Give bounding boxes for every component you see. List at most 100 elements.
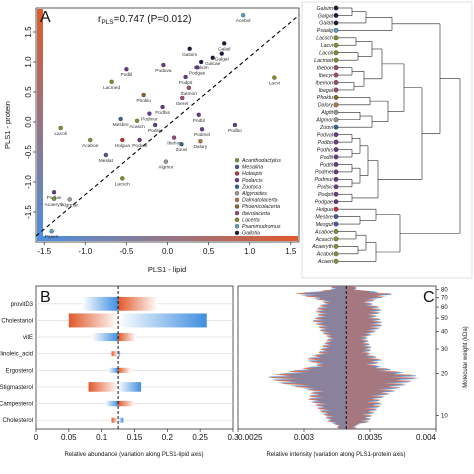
tree-tip-node xyxy=(333,109,339,115)
y-tick-label: 70 xyxy=(441,296,448,302)
tree-tip-node xyxy=(333,117,339,123)
scatter-point xyxy=(120,137,125,143)
tree-tip-label: Lacmed xyxy=(314,58,334,64)
point-label: Meslat xyxy=(99,158,114,164)
point-label: Algmor xyxy=(158,165,174,171)
tree-tip-label: Lacvi xyxy=(321,43,334,49)
y-tick-label: 80 xyxy=(441,288,448,294)
tree-tip-label: Acaboe xyxy=(314,229,333,235)
scatter-point xyxy=(171,135,177,140)
point-label: Lacmed xyxy=(103,85,120,91)
category-label: Cholesterol xyxy=(3,418,33,424)
tree-tip-label: Algmor xyxy=(315,118,333,124)
scatter-point xyxy=(118,116,123,122)
scatter-point xyxy=(67,197,72,202)
x-tick-label: 0.15 xyxy=(127,433,143,442)
point-label: Galsim xyxy=(194,65,209,71)
point-label: Podlil xyxy=(121,72,133,78)
tree-tip-label: Podtil xyxy=(320,162,334,168)
scatter-point xyxy=(120,176,125,181)
panel-c-y-label: Molecular weight (kDa) xyxy=(463,326,469,387)
scatter-point xyxy=(58,125,63,131)
tree-tip-node xyxy=(333,13,339,18)
tree-tip-node xyxy=(333,27,339,33)
legend-label: Lacerta xyxy=(242,217,260,223)
tree-tip-node xyxy=(333,80,339,85)
panel-c-x-axis: 0.0025 0.003 0.0035 0.004 xyxy=(237,429,437,442)
point-label: Ibemon xyxy=(181,91,197,97)
panel-b-bars: B provitD3 Cholestanol vitE linoleic_acid Er… xyxy=(0,285,239,458)
tree-tip-label: Galatl xyxy=(319,21,334,27)
panel-c-y-axis: 10 20 30 40 50 60 70 80 xyxy=(436,288,448,419)
scatter-point xyxy=(109,79,114,84)
y-tick-label: 20 xyxy=(441,372,448,378)
tree-tip-node xyxy=(333,199,339,205)
panel-a-y-label: PLS1 - protein xyxy=(3,101,12,149)
diagonal xyxy=(35,14,300,237)
point-label: Dalory xyxy=(193,144,207,150)
profile-area-high-red xyxy=(346,286,420,429)
panel-c-letter: C xyxy=(423,289,435,306)
category-label: vitE xyxy=(23,335,33,341)
point-label: Holgua xyxy=(115,143,131,149)
range-bar-low xyxy=(111,351,119,357)
legend-label: Acanthodactylus xyxy=(241,158,281,164)
tree-tip-label: Ibegal xyxy=(319,88,334,94)
panel-a-y-gradient-strip xyxy=(37,9,43,241)
scatter-point xyxy=(51,190,57,195)
range-bar-low xyxy=(91,333,119,342)
tree-tip-label: Podbo xyxy=(318,140,333,146)
x-tick-label: 0.05 xyxy=(61,433,77,442)
tree-tip-label: Holgua xyxy=(316,207,333,213)
x-tick-label: 0.2 xyxy=(162,433,174,442)
legend-marker xyxy=(234,204,240,209)
point-label: Lacoli xyxy=(54,131,67,137)
x-tick-label: 0.25 xyxy=(192,433,208,442)
panel-b-x-axis: 0 0.05 0.1 0.15 0.2 0.25 0.3 xyxy=(34,429,239,442)
tree-tip-label: Mesguf xyxy=(316,222,334,228)
tree-tip-label: Podlil xyxy=(320,155,334,161)
category-label: provitD3 xyxy=(11,302,34,308)
tree-tip-label: Acaeryth xyxy=(311,244,333,250)
y-tick-label: 0.5 xyxy=(24,86,33,98)
tree-tip-label: Podmur xyxy=(314,177,333,183)
tree-tip-label: Dalory xyxy=(318,103,334,109)
scatter-point xyxy=(240,13,246,18)
range-bar-high xyxy=(118,333,136,342)
point-label: Acaeryth xyxy=(45,202,64,208)
tree-tip-node xyxy=(333,221,339,227)
scatter-point xyxy=(186,85,192,90)
legend-label: Dalmatolacerta xyxy=(242,198,278,204)
scatter-point xyxy=(232,122,238,128)
category-label: Ergosterol xyxy=(6,368,33,374)
scatter-point xyxy=(199,127,205,132)
category-label: Cholestanol xyxy=(1,318,33,324)
panel-b-ranges xyxy=(68,296,207,423)
x-tick-label: -1.0 xyxy=(78,247,92,256)
y-tick-label: 1.5 xyxy=(24,26,33,38)
point-label: Mesbre xyxy=(113,122,129,128)
category-label: linoleic_acid xyxy=(0,352,33,358)
range-bar-low xyxy=(88,382,119,392)
diagonal-line xyxy=(35,14,300,237)
y-tick-label: -1.0 xyxy=(24,175,33,189)
x-tick-label: 0.1 xyxy=(96,433,108,442)
tree-tip-node xyxy=(333,154,339,160)
point-label: Podpit xyxy=(179,80,193,86)
range-bar-low xyxy=(104,400,119,407)
point-label: Acasch xyxy=(129,124,145,130)
legend-label: Gallotia xyxy=(242,231,260,237)
tree-tip-label: Acabol xyxy=(316,252,334,258)
point-label: Lacsch xyxy=(115,181,131,187)
legend-marker xyxy=(234,184,240,189)
x-tick-label: 0.0025 xyxy=(238,433,263,442)
x-tick-label: 0.0 xyxy=(162,247,174,256)
range-bar-high xyxy=(118,367,132,373)
legend-marker xyxy=(234,158,240,163)
tree-tip-label: Algfit xyxy=(320,110,333,116)
scatter-point xyxy=(194,65,200,70)
legend-marker xyxy=(234,210,240,216)
point-label: Podmur xyxy=(141,117,158,123)
